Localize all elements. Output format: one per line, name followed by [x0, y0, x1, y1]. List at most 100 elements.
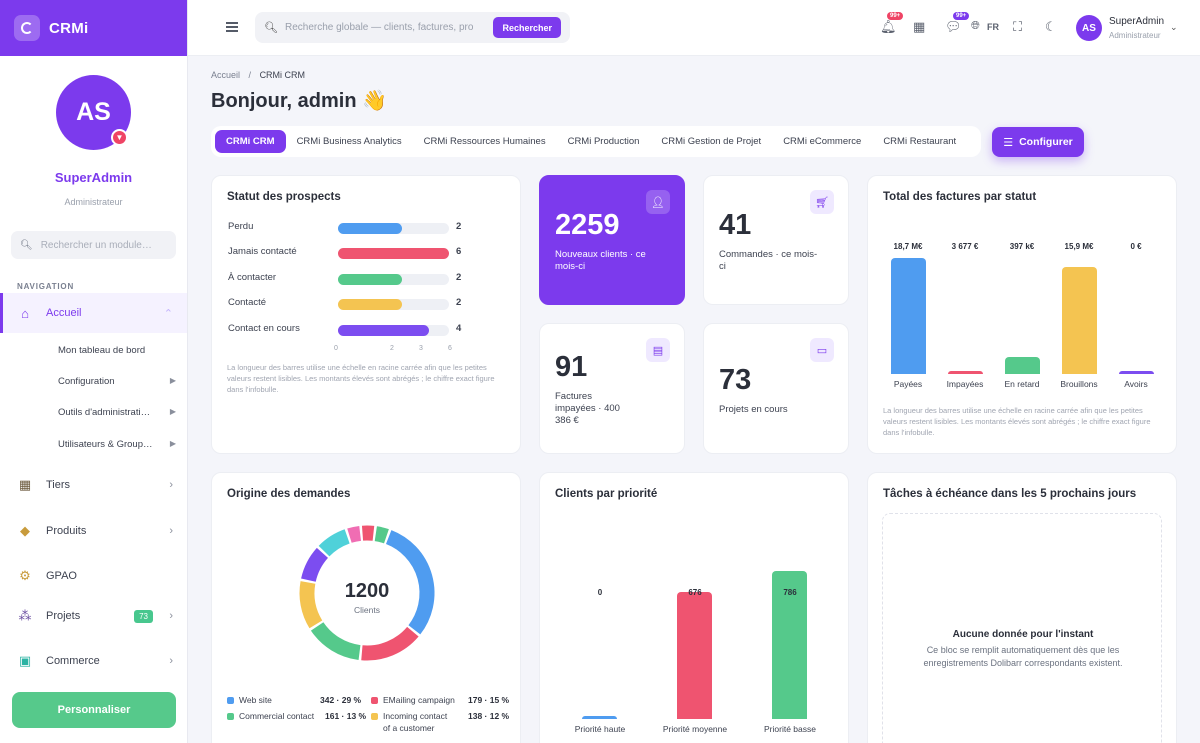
- invoice-bar[interactable]: [1119, 371, 1154, 374]
- kpi-orders[interactable]: 41 Commandes · ce mois-ci 🛒︎: [703, 175, 849, 305]
- legend-item[interactable]: Web site 342 · 29 %: [227, 695, 367, 705]
- tasks-card: Tâches à échéance dans les 5 prochains j…: [867, 472, 1177, 743]
- chevron-right-icon: ▶: [169, 439, 176, 448]
- user-name[interactable]: SuperAdmin: [1109, 16, 1165, 27]
- sidebar-subitem-admin-tools[interactable]: Outils d'administrati… ▶: [58, 407, 176, 418]
- legend-label: Commercial contact: [239, 711, 315, 721]
- prospects-card: Statut des prospects Perdu 2 Jamais cont…: [211, 175, 521, 454]
- priority-category-label: Priorité basse: [764, 724, 816, 734]
- prospect-label: À contacter: [228, 272, 277, 283]
- prospect-row[interactable]: Contact en cours 4: [228, 323, 468, 336]
- invoice-bar[interactable]: [948, 371, 983, 374]
- axis-tick: 6: [448, 345, 452, 352]
- kpi-value: 41: [719, 209, 752, 241]
- priority-bar[interactable]: [772, 571, 807, 719]
- breadcrumb-home[interactable]: Accueil: [211, 70, 241, 80]
- invoices-note: La longueur des barres utilise une échel…: [883, 406, 1151, 437]
- donut-slice[interactable]: [385, 530, 435, 635]
- legend-item[interactable]: Incoming contact of a customer 138 · 12 …: [371, 711, 511, 734]
- invoice-category-label: Avoirs: [1124, 379, 1148, 389]
- brand[interactable]: CRMi: [0, 0, 187, 56]
- sidebar-item-tiers[interactable]: ▦ Tiers ›: [0, 476, 187, 494]
- menu-toggle-icon[interactable]: [226, 22, 238, 32]
- tab-ecommerce[interactable]: CRMi eCommerce: [783, 136, 862, 147]
- priority-bar[interactable]: [677, 592, 712, 719]
- chevron-down-icon[interactable]: ⌄: [1170, 22, 1178, 32]
- language-selector[interactable]: FR: [987, 22, 999, 32]
- invoice-bar[interactable]: [1005, 357, 1040, 374]
- axis-tick: 0: [334, 345, 338, 352]
- donut-center-label: Clients: [354, 605, 380, 615]
- legend-item[interactable]: Commercial contact 161 · 13 %: [227, 711, 367, 721]
- priority-bar[interactable]: [582, 716, 617, 719]
- briefcase-icon: ▣: [18, 653, 32, 668]
- prospect-row[interactable]: Jamais contacté 6: [228, 246, 468, 259]
- cogs-icon: ⚙: [19, 568, 31, 583]
- chat-icon[interactable]: 💬︎: [945, 19, 962, 34]
- globe-icon[interactable]: 🌐︎: [971, 20, 980, 32]
- module-search-placeholder: Rechercher un module…: [40, 239, 152, 251]
- bell-icon[interactable]: 🔔︎: [880, 19, 897, 34]
- sidebar-subitem-dashboard[interactable]: Mon tableau de bord: [58, 345, 176, 356]
- kpi-projects[interactable]: 73 Projets en cours ▭: [703, 323, 849, 454]
- donut-slice[interactable]: [299, 581, 323, 629]
- sidebar-item-produits[interactable]: ◆ Produits ›: [0, 522, 187, 540]
- global-search-button[interactable]: Rechercher: [493, 17, 561, 38]
- kpi-label: Projets en cours: [719, 404, 788, 415]
- invoice-bar[interactable]: [1062, 267, 1097, 374]
- personalize-button[interactable]: Personnaliser: [12, 692, 176, 728]
- kpi-unpaid-invoices[interactable]: 91 Factures impayées · 400 386 € ▤: [539, 323, 685, 454]
- search-icon: 🔍︎: [264, 22, 278, 34]
- sidebar-item-label: Tiers: [46, 479, 71, 491]
- prospect-row[interactable]: Perdu 2: [228, 221, 468, 234]
- configure-button[interactable]: ☰ Configurer: [992, 127, 1084, 157]
- sidebar-subitem-configuration[interactable]: Configuration ▶: [58, 376, 176, 387]
- invoices-card: Total des factures par statut La longueu…: [867, 175, 1177, 454]
- global-search-input[interactable]: [284, 22, 485, 33]
- user-avatar[interactable]: AS: [1076, 15, 1102, 41]
- sidebar-subitem-users-groups[interactable]: Utilisateurs & Group… ▶: [58, 439, 176, 450]
- profile-name: SuperAdmin: [54, 170, 133, 185]
- donut-slice[interactable]: [318, 529, 350, 557]
- empty-subtitle: Ce bloc se remplit automatiquement dès q…: [923, 645, 1123, 668]
- tab-ressources-humaines[interactable]: CRMi Ressources Humaines: [423, 136, 546, 147]
- tasks-title: Tâches à échéance dans les 5 prochains j…: [883, 488, 1137, 500]
- donut-slice[interactable]: [301, 547, 329, 583]
- tab-restaurant[interactable]: CRMi Restaurant: [883, 136, 957, 147]
- invoice-category-label: Impayées: [946, 379, 984, 389]
- tab-gestion-projet[interactable]: CRMi Gestion de Projet: [661, 136, 762, 147]
- prospect-row[interactable]: À contacter 2: [228, 272, 468, 285]
- tab-crm[interactable]: CRMi CRM: [215, 130, 286, 153]
- sidebar-item-commerce[interactable]: ▣ Commerce ›: [0, 652, 187, 670]
- prospect-bar: [338, 223, 402, 234]
- fullscreen-icon[interactable]: ⛶: [1013, 19, 1023, 34]
- sidebar-item-projets[interactable]: ⁂ Projets 73 ›: [0, 607, 187, 625]
- chevron-down-icon[interactable]: ▼: [111, 129, 128, 146]
- donut-slice[interactable]: [374, 526, 389, 544]
- project-icon: ⁂: [18, 608, 32, 623]
- tab-business-analytics[interactable]: CRMi Business Analytics: [296, 136, 402, 147]
- prospect-row[interactable]: Contacté 2: [228, 297, 468, 310]
- sidebar-item-label: Accueil: [46, 307, 82, 319]
- priority-value-label: 676: [688, 588, 702, 597]
- kpi-value: 73: [719, 364, 752, 396]
- profile-role: Administrateur: [64, 197, 123, 207]
- dark-mode-icon[interactable]: ☾: [1045, 19, 1057, 34]
- apps-grid-icon[interactable]: ▦: [913, 19, 926, 34]
- donut-slice[interactable]: [310, 621, 361, 660]
- subitem-label: Mon tableau de bord: [58, 345, 146, 356]
- user-role: Administrateur: [1109, 31, 1161, 40]
- donut-slice[interactable]: [361, 626, 419, 661]
- sidebar-item-gpao[interactable]: ⚙ GPAO: [0, 567, 187, 585]
- priority-value-label: 0: [597, 588, 603, 597]
- invoice-bar[interactable]: [891, 258, 926, 374]
- donut-slice[interactable]: [347, 525, 362, 543]
- kpi-new-clients[interactable]: 2259 Nouveaux clients · ce mois-ci 👤︎: [539, 175, 685, 305]
- legend-item[interactable]: EMailing campaign 179 · 15 %: [371, 695, 511, 705]
- module-search-input[interactable]: 🔍︎ Rechercher un module…: [11, 231, 176, 259]
- tab-production[interactable]: CRMi Production: [567, 136, 640, 147]
- sidebar: CRMi AS ▼ SuperAdmin Administrateur 🔍︎ R…: [0, 0, 188, 743]
- sidebar-item-accueil[interactable]: ⌂ Accueil ⌃: [0, 293, 187, 333]
- nav-title: NAVIGATION: [17, 282, 75, 291]
- profile-avatar[interactable]: AS ▼: [56, 75, 131, 150]
